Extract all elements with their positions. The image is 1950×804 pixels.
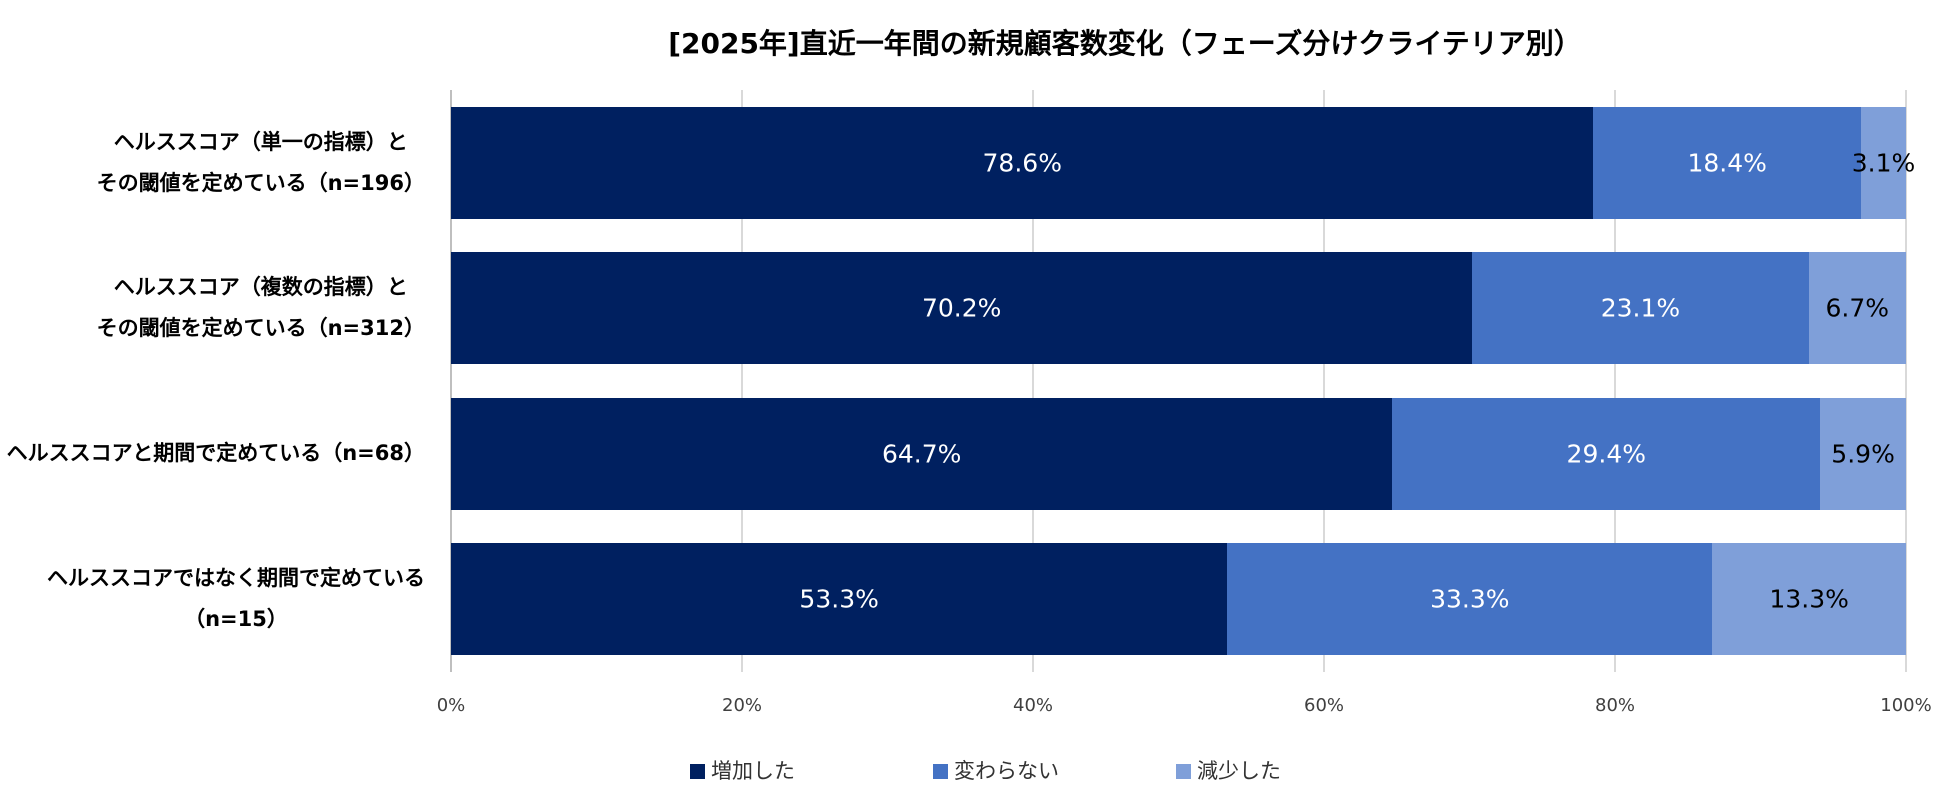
value-axis-line <box>450 90 452 672</box>
legend-item: 増加した <box>690 760 933 783</box>
category-label-line: ヘルススコアと期間で定めている（n=68） <box>6 441 425 466</box>
category-label-line: ヘルススコア（単一の指標）と <box>113 129 408 154</box>
category-label-line: （n=15） <box>184 607 288 632</box>
x-tick-label: 80% <box>1594 695 1636 716</box>
legend-swatch <box>933 764 948 779</box>
x-tick-label: 100% <box>1880 695 1932 716</box>
data-label: 29.4% <box>1566 439 1646 469</box>
bar-segment <box>1820 397 1906 510</box>
legend-label: 変わらない <box>954 759 1059 783</box>
category-label-line: ヘルススコアではなく期間で定めている <box>47 566 425 591</box>
category-label-text: ヘルススコアと期間で定めている（n=68） <box>7 433 425 474</box>
x-tick-label: 60% <box>1303 695 1345 716</box>
category-label: ヘルススコアと期間で定めている（n=68） <box>0 381 425 527</box>
gridline <box>1614 90 1616 672</box>
data-label: 6.7% <box>1825 293 1890 323</box>
category-axis: ヘルススコア（単一の指標）と その閾値を定めている（n=196） ヘルススコア（複数… <box>0 0 440 804</box>
bar-segment <box>451 397 1393 510</box>
legend-item: 減少した <box>1176 760 1419 783</box>
data-label: 13.3% <box>1769 584 1849 614</box>
category-label: ヘルススコア（単一の指標）と その閾値を定めている（n=196） <box>0 90 425 236</box>
category-label-text: ヘルススコア（複数の指標）と その閾値を定めている（n=312） <box>97 267 425 349</box>
category-label-text: ヘルススコアではなく期間で定めている （n=15） <box>47 558 425 640</box>
legend-label: 減少した <box>1197 759 1281 783</box>
category-label-line: その閾値を定めている（n=312） <box>96 316 425 341</box>
category-label-line: ヘルススコア（複数の指標）と <box>113 275 408 300</box>
bar-segment <box>451 543 1228 656</box>
bar-segment <box>1392 397 1821 510</box>
data-label: 78.6% <box>982 148 1062 178</box>
bar-segment <box>1860 106 1906 219</box>
data-label: 53.3% <box>799 584 879 614</box>
category-label: ヘルススコア（複数の指標）と その閾値を定めている（n=312） <box>0 236 425 382</box>
bar-segment <box>1808 252 1906 365</box>
data-label: 70.2% <box>921 293 1002 323</box>
legend-swatch <box>1176 764 1191 779</box>
bar-segment <box>1472 252 1809 365</box>
data-label: 18.4% <box>1687 148 1767 178</box>
bar-segment <box>451 106 1594 219</box>
data-label: 64.7% <box>881 439 962 469</box>
data-label: 23.1% <box>1600 293 1681 323</box>
data-label: 33.3% <box>1430 584 1510 614</box>
bar-segment <box>451 252 1473 365</box>
x-tick-label: 20% <box>721 695 763 716</box>
bar-segment <box>1712 543 1906 656</box>
data-label: 3.1% <box>1851 148 1916 178</box>
x-tick-label: 40% <box>1012 695 1054 716</box>
category-label-line: その閾値を定めている（n=196） <box>96 170 425 195</box>
plot-area: 78.6% 18.4% 3.1% 70.2% 23.1% 6.7% 64.7% 29.4% 5.… <box>450 90 1915 672</box>
bar-segment <box>1227 543 1713 656</box>
legend: 増加した 変わらない 減少した <box>690 760 1419 783</box>
legend-swatch <box>690 764 705 779</box>
gridline <box>741 90 743 672</box>
bar-segment <box>1593 106 1861 219</box>
legend-label: 増加した <box>711 759 795 783</box>
category-label-text: ヘルススコア（単一の指標）と その閾値を定めている（n=196） <box>97 122 425 204</box>
category-label: ヘルススコアではなく期間で定めている （n=15） <box>0 527 425 673</box>
gridline <box>1032 90 1034 672</box>
gridline <box>1905 90 1907 672</box>
data-label: 5.9% <box>1831 439 1895 469</box>
legend-item: 変わらない <box>933 760 1176 783</box>
x-tick-label: 0% <box>436 695 466 716</box>
chart-title: [2025年]直近一年間の新規顧客数変化（フェーズ分けクライテリア別） <box>668 27 1582 60</box>
gridline <box>1323 90 1325 672</box>
